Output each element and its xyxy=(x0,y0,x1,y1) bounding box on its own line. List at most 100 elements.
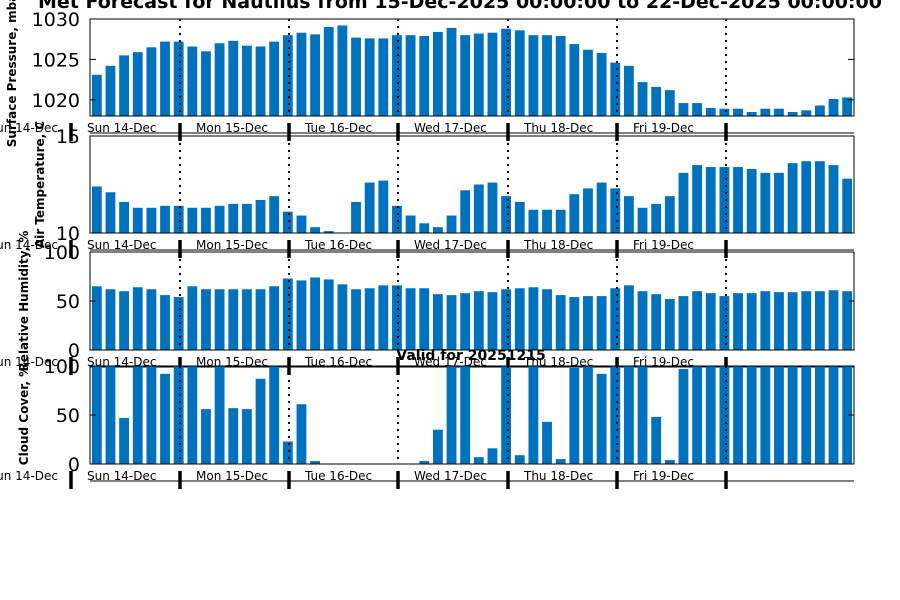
data-bar xyxy=(119,201,130,233)
data-bar xyxy=(146,289,157,350)
data-bar xyxy=(405,288,416,350)
date-label: Sun 14-Dec xyxy=(87,238,156,252)
data-bar xyxy=(91,74,102,116)
data-bar xyxy=(664,460,675,464)
date-label: Tue 16-Dec xyxy=(304,355,372,369)
data-bar xyxy=(405,35,416,116)
y-tick-label: 1030 xyxy=(32,9,80,31)
data-bar xyxy=(719,366,730,464)
data-bar xyxy=(583,366,593,464)
data-bar xyxy=(569,297,580,350)
data-bar xyxy=(692,366,703,464)
date-label: Thu 18-Dec xyxy=(523,121,593,135)
data-bar xyxy=(733,366,743,464)
data-bar xyxy=(432,227,443,233)
data-bar xyxy=(473,457,484,464)
data-bar xyxy=(746,168,757,233)
data-bar xyxy=(719,296,730,350)
data-bar xyxy=(296,215,307,233)
data-bar xyxy=(160,295,170,350)
data-bar xyxy=(733,108,743,116)
data-bar xyxy=(269,196,280,233)
data-bar xyxy=(432,429,443,464)
data-bar xyxy=(241,289,252,350)
data-bar xyxy=(364,38,375,116)
data-bar xyxy=(255,200,266,233)
data-bar xyxy=(501,366,512,464)
data-bar xyxy=(787,292,798,350)
data-bar xyxy=(555,209,566,233)
date-label: Mon 15-Dec xyxy=(196,469,268,483)
data-bar xyxy=(528,35,539,116)
data-bar xyxy=(201,51,211,116)
data-bar xyxy=(801,366,812,464)
data-bar xyxy=(214,366,225,464)
data-bar xyxy=(596,182,607,233)
data-bar xyxy=(664,196,675,233)
data-bar xyxy=(487,448,498,464)
data-bar xyxy=(214,205,225,233)
data-bar xyxy=(228,203,239,233)
data-bar xyxy=(173,366,184,464)
data-bar xyxy=(201,289,211,350)
data-bar xyxy=(542,209,552,233)
data-bar xyxy=(146,366,157,464)
data-bar xyxy=(542,421,552,464)
data-bar xyxy=(473,291,484,350)
data-bar xyxy=(623,196,634,233)
data-bar xyxy=(746,111,757,116)
valid-date-label: Valid for 20251215 xyxy=(396,348,545,364)
data-bar xyxy=(746,293,757,350)
data-bar xyxy=(774,366,784,464)
axes-box xyxy=(89,135,855,234)
data-bar xyxy=(528,287,539,350)
data-bar xyxy=(119,291,130,350)
data-bar xyxy=(132,207,143,233)
data-bar xyxy=(160,205,170,233)
data-bar xyxy=(119,55,130,117)
data-bar xyxy=(828,165,839,233)
data-bar xyxy=(310,34,321,116)
data-bar xyxy=(228,289,239,350)
data-bar xyxy=(392,35,402,116)
data-bar xyxy=(91,286,102,350)
y-tick-label: 1020 xyxy=(32,90,80,112)
data-bar xyxy=(501,289,512,350)
data-bar xyxy=(269,41,280,116)
data-bar xyxy=(623,366,634,464)
y-tick-label: 0 xyxy=(68,454,80,476)
data-bar xyxy=(187,366,198,464)
date-label-clipped: Sun 14-Dec xyxy=(0,355,58,369)
data-bar xyxy=(487,182,498,233)
data-bar xyxy=(514,30,525,116)
data-bar xyxy=(692,103,703,116)
data-bar xyxy=(378,38,389,116)
data-bar xyxy=(255,46,266,117)
data-bar xyxy=(501,28,512,117)
data-bar xyxy=(542,35,552,116)
data-bar xyxy=(610,188,621,233)
data-bar xyxy=(842,97,853,116)
data-bar xyxy=(378,180,389,233)
y-axis-label: Surface Pressure, mbar xyxy=(5,0,19,147)
data-bar xyxy=(296,280,307,350)
data-bar xyxy=(132,287,143,350)
data-bar xyxy=(746,366,757,464)
data-bar xyxy=(487,292,498,350)
data-bar xyxy=(583,188,593,233)
data-bar xyxy=(419,35,430,116)
y-tick-label: 100 xyxy=(44,356,80,378)
data-bar xyxy=(678,368,689,464)
data-bar xyxy=(432,31,443,116)
data-bar xyxy=(555,295,566,350)
date-label: Tue 16-Dec xyxy=(304,469,372,483)
y-tick-label: 1025 xyxy=(32,49,80,71)
y-tick-label: 15 xyxy=(56,126,80,148)
data-bar xyxy=(160,41,170,116)
data-bar xyxy=(323,279,334,350)
data-bar xyxy=(173,297,184,350)
data-bar xyxy=(446,295,457,350)
